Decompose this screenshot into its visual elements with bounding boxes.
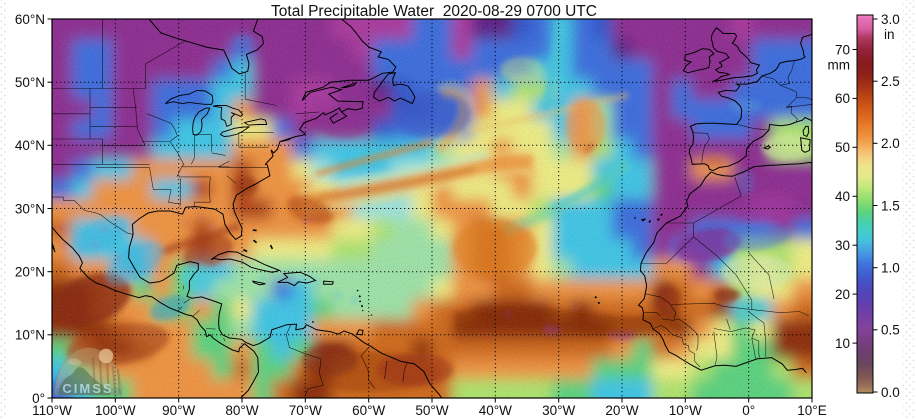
svg-text:3.0: 3.0 <box>881 12 900 27</box>
svg-text:1.5: 1.5 <box>881 198 900 213</box>
svg-text:40°N: 40°N <box>15 138 45 153</box>
svg-text:10°W: 10°W <box>669 403 702 418</box>
svg-text:70: 70 <box>835 42 850 57</box>
svg-text:40°W: 40°W <box>479 403 512 418</box>
svg-text:50: 50 <box>835 140 850 155</box>
svg-text:100°W: 100°W <box>95 403 136 418</box>
svg-text:mm: mm <box>828 58 851 73</box>
svg-text:60: 60 <box>835 91 850 106</box>
svg-text:20°W: 20°W <box>605 403 638 418</box>
svg-text:30: 30 <box>835 238 850 253</box>
svg-text:110°W: 110°W <box>32 403 72 418</box>
svg-text:CIMSS: CIMSS <box>62 381 113 396</box>
svg-text:20°N: 20°N <box>15 265 45 280</box>
svg-text:10°E: 10°E <box>797 403 826 418</box>
svg-text:2.5: 2.5 <box>881 74 900 89</box>
svg-text:30°W: 30°W <box>542 403 575 418</box>
svg-text:30°N: 30°N <box>15 201 45 216</box>
svg-text:10°N: 10°N <box>15 328 45 343</box>
svg-text:80°W: 80°W <box>225 403 258 418</box>
svg-text:10: 10 <box>835 336 850 351</box>
svg-text:0°: 0° <box>32 391 45 406</box>
svg-text:20: 20 <box>835 287 850 302</box>
svg-text:0°: 0° <box>742 403 755 418</box>
svg-text:0.0: 0.0 <box>881 385 900 400</box>
svg-text:0.5: 0.5 <box>881 323 900 338</box>
svg-text:in: in <box>884 27 895 42</box>
svg-text:Total Precipitable Water 2020: Total Precipitable Water 2020-08-29 0700… <box>271 3 597 20</box>
svg-text:60°W: 60°W <box>352 403 385 418</box>
svg-text:60°N: 60°N <box>15 12 45 27</box>
svg-text:1.0: 1.0 <box>881 261 900 276</box>
svg-text:90°W: 90°W <box>162 403 195 418</box>
svg-text:50°W: 50°W <box>415 403 448 418</box>
svg-text:70°W: 70°W <box>289 403 322 418</box>
svg-text:40: 40 <box>835 189 850 204</box>
svg-text:2.0: 2.0 <box>881 136 900 151</box>
svg-text:50°N: 50°N <box>15 75 45 90</box>
